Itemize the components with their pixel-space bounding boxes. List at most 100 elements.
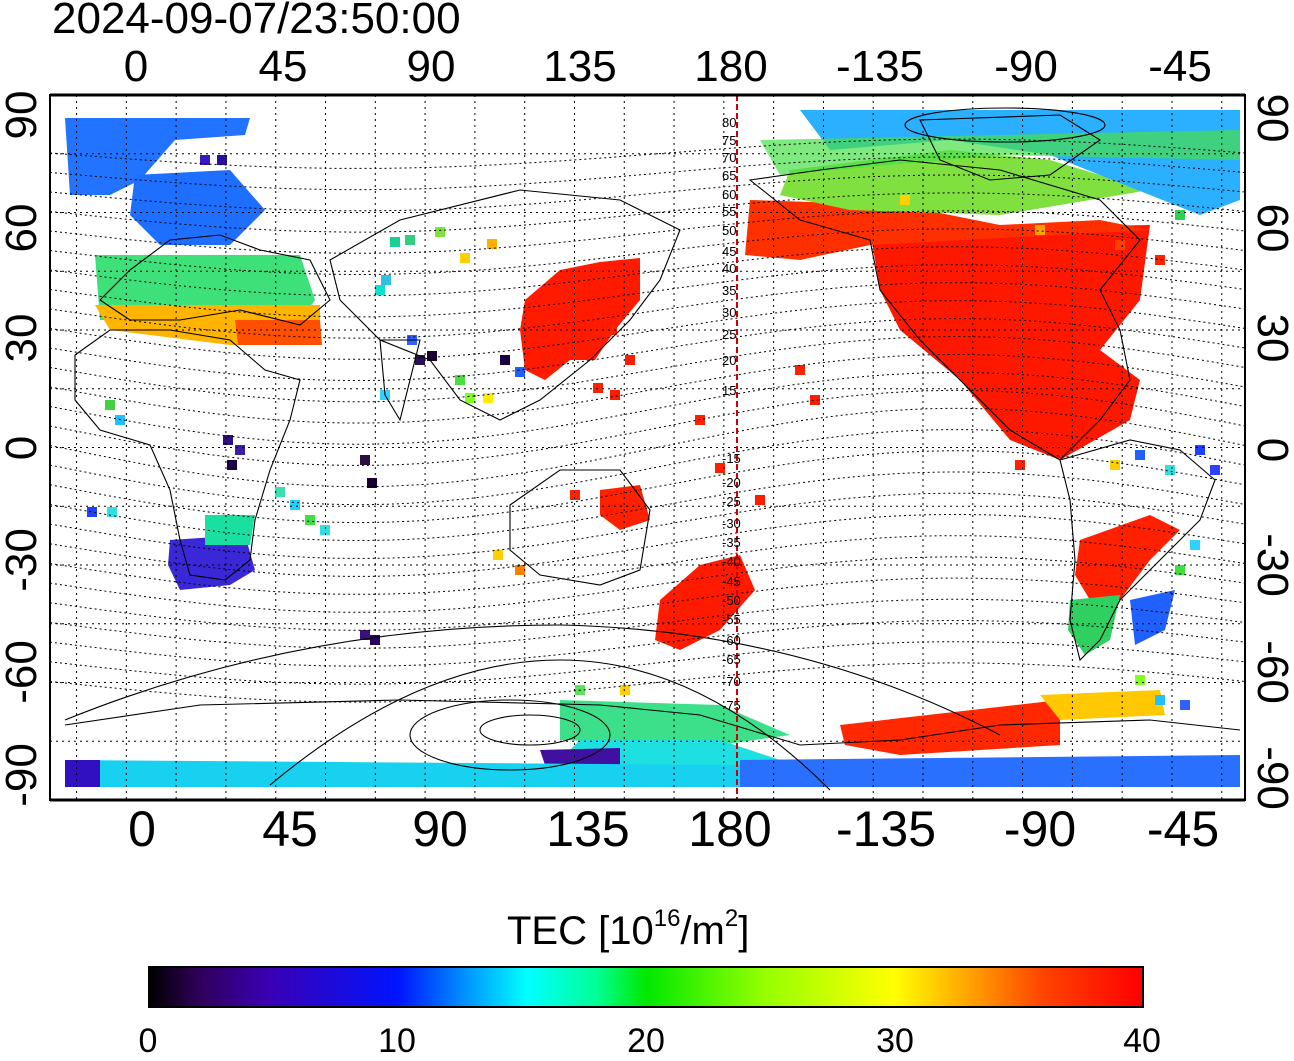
mlat-curve: [50, 246, 1245, 297]
tec-patch-southwest-corner: [65, 760, 100, 787]
tec-point: [290, 500, 300, 510]
mlat-label: -50: [722, 593, 741, 608]
mlat-label: -70: [722, 674, 741, 689]
bottom-lon-tick: 45: [262, 801, 318, 857]
mlat-label: -15: [722, 451, 741, 466]
coast-greenland: [919, 114, 1101, 181]
coast-australia: [509, 469, 651, 586]
tec-patch-australia-east: [600, 485, 650, 530]
mlat-label: -45: [722, 574, 741, 589]
tec-point: [435, 227, 445, 237]
mlat-curve: [50, 492, 1245, 559]
mag-contour-south-1: [479, 714, 581, 746]
tec-patch-north-africa-edge: [235, 320, 322, 345]
mlat-curve: [50, 372, 1245, 445]
mlat-label: -25: [722, 494, 741, 509]
tec-point: [1135, 675, 1145, 685]
tec-point: [1190, 540, 1200, 550]
tec-point: [465, 393, 475, 403]
tec-patch-arctic-band: [760, 130, 1240, 175]
top-lon-tick: 180: [694, 42, 768, 91]
mlat-label: 45: [722, 244, 736, 259]
coast-asia: [329, 189, 681, 421]
frame-ticks: [50, 93, 1245, 802]
tec-point: [360, 455, 370, 465]
tec-point: [620, 685, 630, 695]
tec-point: [87, 507, 97, 517]
tec-point: [415, 355, 425, 365]
tec-point: [375, 285, 385, 295]
timestamp: 2024-09-07/23:50:00: [52, 0, 461, 43]
mlat-label: -30: [722, 516, 741, 531]
mlat-curve: [50, 210, 1245, 254]
tec-point: [1135, 450, 1145, 460]
tec-point: [1180, 700, 1190, 710]
tec-patch-antarctic-dark: [540, 748, 620, 765]
mlat-label: 75: [722, 133, 736, 148]
mlat-curve: [50, 407, 1245, 488]
tec-point: [460, 253, 470, 263]
tec-point: [1175, 210, 1185, 220]
tec-point: [570, 490, 580, 500]
coast-africa: [74, 329, 301, 581]
tec-point: [755, 495, 765, 505]
tec-point: [607, 325, 617, 335]
tec-point: [367, 478, 377, 488]
tec-point: [405, 235, 415, 245]
coast-europe: [99, 234, 331, 326]
tec-point: [217, 155, 227, 165]
tec-point: [593, 383, 603, 393]
tec-patches: [65, 110, 1240, 787]
mag-contour-south-4: [64, 624, 1001, 736]
mlat-label: 15: [722, 383, 736, 398]
mlat-label: 25: [722, 327, 736, 342]
tec-patch-alaska-canada: [745, 200, 1150, 260]
mlat-curve: [50, 336, 1245, 403]
coast-south-america: [1059, 439, 1216, 662]
mlat-curve: [50, 450, 1245, 523]
tec-point: [625, 355, 635, 365]
top-lon-tick: 135: [543, 42, 617, 91]
mlat-curve: [50, 514, 1245, 577]
mag-contour-north-1: [904, 107, 1106, 143]
colorbar-tick-label: 30: [876, 1022, 914, 1060]
tec-point: [1110, 460, 1120, 470]
mlat-lines: [50, 138, 1245, 703]
tec-point: [610, 390, 620, 400]
tec-point: [483, 393, 493, 403]
tec-point: [390, 237, 400, 247]
colorbar: [148, 966, 1144, 1008]
tec-patch-patagonia: [1068, 595, 1120, 655]
tec-patch-south-africa: [168, 535, 255, 590]
tec-point: [515, 565, 525, 575]
tec-point: [320, 525, 330, 535]
tec-patch-greenland-sea: [130, 170, 265, 245]
top-lon-tick: -135: [835, 42, 925, 91]
tec-point: [515, 367, 525, 377]
tec-point: [1015, 460, 1025, 470]
mlat-label: 50: [722, 223, 736, 238]
bottom-lon-tick: 90: [412, 801, 468, 857]
tec-point: [795, 365, 805, 375]
mlat-curve: [50, 264, 1245, 318]
tec-patch-antarctic-yellow: [1040, 690, 1165, 720]
mlat-label: -60: [722, 633, 741, 648]
bottom-lon-tick: -135: [835, 801, 937, 857]
mlat-label: -35: [722, 535, 741, 550]
mag-contour-south-2: [409, 699, 611, 771]
tec-point: [810, 395, 820, 405]
tec-point: [1165, 465, 1175, 475]
tec-point: [1195, 445, 1205, 455]
tec-point: [381, 275, 391, 285]
mlat-label: -20: [722, 475, 741, 490]
mlat-curve: [50, 641, 1245, 685]
mlat-curve: [50, 577, 1245, 631]
mlat-label: -65: [722, 652, 741, 667]
tec-patch-north-america: [870, 225, 1150, 460]
mlat-curve: [50, 556, 1245, 613]
coastlines: [64, 107, 1241, 791]
mlat-curve: [50, 354, 1245, 424]
mlat-label: 80: [722, 115, 736, 130]
tec-patch-south-edge-east: [740, 755, 1240, 787]
mlat-curve: [50, 535, 1245, 595]
